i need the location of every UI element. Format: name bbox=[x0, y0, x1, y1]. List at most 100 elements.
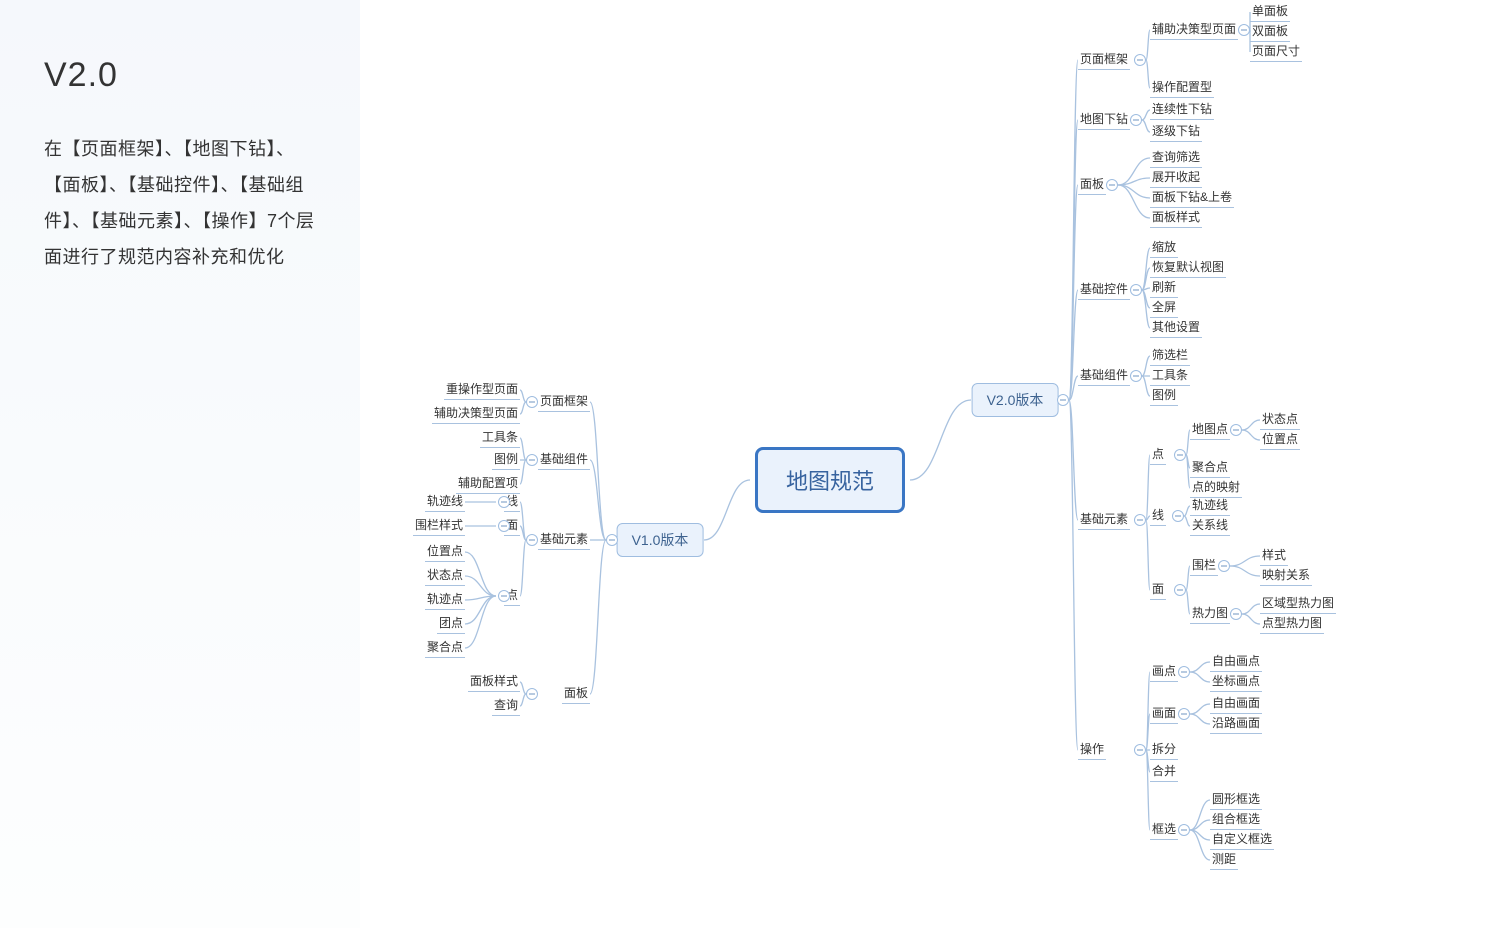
leaf-r_ctrl-0[interactable]: 缩放 bbox=[1150, 238, 1178, 258]
node-r_elem-0-0[interactable]: 地图点 bbox=[1190, 420, 1230, 440]
leaf-l_elem-2-4[interactable]: 聚合点 bbox=[425, 638, 465, 658]
leaf-r_comp-1[interactable]: 工具条 bbox=[1150, 366, 1190, 386]
node-r_ctrl[interactable]: 基础控件 bbox=[1078, 280, 1130, 300]
leaf-r_ctrl-1[interactable]: 恢复默认视图 bbox=[1150, 258, 1226, 278]
node-r_elem-2-1[interactable]: 热力图 bbox=[1190, 604, 1230, 624]
node-r_op-4[interactable]: 框选 bbox=[1150, 820, 1178, 840]
leaf-r_elem-2-1-0[interactable]: 区域型热力图 bbox=[1260, 594, 1336, 614]
node-center[interactable]: 地图规范 bbox=[755, 447, 905, 513]
leaf-r_op-4-0[interactable]: 圆形框选 bbox=[1210, 790, 1262, 810]
leaf-l_elem-2-1[interactable]: 状态点 bbox=[425, 566, 465, 586]
toggle-l_elem-0[interactable] bbox=[498, 496, 510, 508]
node-r_op-0[interactable]: 画点 bbox=[1150, 662, 1178, 682]
leaf-l_elem-2-3[interactable]: 团点 bbox=[437, 614, 465, 634]
leaf-r_op-0-1[interactable]: 坐标画点 bbox=[1210, 672, 1262, 692]
node-r_elem[interactable]: 基础元素 bbox=[1078, 510, 1130, 530]
leaf-l_panel-1[interactable]: 查询 bbox=[492, 696, 520, 716]
node-r_comp[interactable]: 基础组件 bbox=[1078, 366, 1130, 386]
leaf-r_op-4-2[interactable]: 自定义框选 bbox=[1210, 830, 1274, 850]
toggle-l_elem-1[interactable] bbox=[498, 520, 510, 532]
toggle-l_page[interactable] bbox=[526, 396, 538, 408]
leaf-r_panel-0[interactable]: 查询筛选 bbox=[1150, 148, 1202, 168]
toggle-r_op-0[interactable] bbox=[1178, 666, 1190, 678]
node-r_op-1[interactable]: 画面 bbox=[1150, 704, 1178, 724]
leaf-r_op-4-1[interactable]: 组合框选 bbox=[1210, 810, 1262, 830]
leaf-r_page-0-1[interactable]: 双面板 bbox=[1250, 22, 1290, 42]
node-r_op-3[interactable]: 合并 bbox=[1150, 762, 1178, 782]
leaf-r_comp-2[interactable]: 图例 bbox=[1150, 386, 1178, 406]
leaf-r_ctrl-4[interactable]: 其他设置 bbox=[1150, 318, 1202, 338]
node-l_elem[interactable]: 基础元素 bbox=[538, 530, 590, 550]
node-r_op[interactable]: 操作 bbox=[1078, 740, 1106, 760]
toggle-r_drill[interactable] bbox=[1130, 114, 1142, 126]
leaf-r_panel-3[interactable]: 面板样式 bbox=[1150, 208, 1202, 228]
toggle-l_elem[interactable] bbox=[526, 534, 538, 546]
leaf-r_panel-1[interactable]: 展开收起 bbox=[1150, 168, 1202, 188]
leaf-r_elem-0-0-0[interactable]: 状态点 bbox=[1260, 410, 1300, 430]
node-v2[interactable]: V2.0版本 bbox=[972, 383, 1059, 417]
leaf-r_page-0-0[interactable]: 单面板 bbox=[1250, 2, 1290, 22]
node-l_page[interactable]: 页面框架 bbox=[538, 392, 590, 412]
node-r_page-0[interactable]: 辅助决策型页面 bbox=[1150, 20, 1238, 40]
toggle-r_panel[interactable] bbox=[1106, 179, 1118, 191]
toggle-r_op-1[interactable] bbox=[1178, 708, 1190, 720]
leaf-l_comp-0[interactable]: 工具条 bbox=[480, 428, 520, 448]
node-r_elem-1[interactable]: 线 bbox=[1150, 506, 1166, 526]
leaf-l_page-0[interactable]: 重操作型页面 bbox=[444, 380, 520, 400]
leaf-r_elem-2-1-1[interactable]: 点型热力图 bbox=[1260, 614, 1324, 634]
toggle-r_op[interactable] bbox=[1134, 744, 1146, 756]
toggle-r_elem-2[interactable] bbox=[1174, 584, 1186, 596]
toggle-r_ctrl[interactable] bbox=[1130, 284, 1142, 296]
leaf-l_elem-0-0[interactable]: 轨迹线 bbox=[425, 492, 465, 512]
toggle-l_panel[interactable] bbox=[526, 688, 538, 700]
leaf-l_comp-1[interactable]: 图例 bbox=[492, 450, 520, 470]
node-v1[interactable]: V1.0版本 bbox=[617, 523, 704, 557]
node-r_drill[interactable]: 地图下钻 bbox=[1078, 110, 1130, 130]
node-r_panel[interactable]: 面板 bbox=[1078, 175, 1106, 195]
leaf-r_ctrl-3[interactable]: 全屏 bbox=[1150, 298, 1178, 318]
toggle-r_elem-2-1[interactable] bbox=[1230, 608, 1242, 620]
leaf-r_drill-1[interactable]: 逐级下钻 bbox=[1150, 122, 1202, 142]
node-l_comp[interactable]: 基础组件 bbox=[538, 450, 590, 470]
node-r_elem-0-1[interactable]: 聚合点 bbox=[1190, 458, 1230, 478]
leaf-r_page-0-2[interactable]: 页面尺寸 bbox=[1250, 42, 1302, 62]
node-r_page-1[interactable]: 操作配置型 bbox=[1150, 78, 1214, 98]
leaf-r_panel-2[interactable]: 面板下钻&上卷 bbox=[1150, 188, 1234, 208]
node-r_elem-0-2[interactable]: 点的映射 bbox=[1190, 478, 1242, 498]
toggle-r_page-0[interactable] bbox=[1238, 24, 1250, 36]
leaf-r_op-4-3[interactable]: 测距 bbox=[1210, 850, 1238, 870]
leaf-r_op-1-0[interactable]: 自由画面 bbox=[1210, 694, 1262, 714]
toggle-r_op-4[interactable] bbox=[1178, 824, 1190, 836]
toggle-r_elem[interactable] bbox=[1134, 514, 1146, 526]
leaf-l_page-1[interactable]: 辅助决策型页面 bbox=[432, 404, 520, 424]
toggle-r_elem-1[interactable] bbox=[1172, 510, 1184, 522]
toggle-v2[interactable] bbox=[1057, 394, 1069, 406]
toggle-v1[interactable] bbox=[606, 534, 618, 546]
leaf-r_elem-2-0-1[interactable]: 映射关系 bbox=[1260, 566, 1312, 586]
leaf-r_ctrl-2[interactable]: 刷新 bbox=[1150, 278, 1178, 298]
mindmap-canvas[interactable]: 地图规范V1.0版本V2.0版本页面框架重操作型页面辅助决策型页面基础组件工具条… bbox=[360, 0, 1500, 928]
leaf-l_elem-2-0[interactable]: 位置点 bbox=[425, 542, 465, 562]
leaf-r_comp-0[interactable]: 筛选栏 bbox=[1150, 346, 1190, 366]
leaf-r_op-0-0[interactable]: 自由画点 bbox=[1210, 652, 1262, 672]
leaf-l_comp-2[interactable]: 辅助配置项 bbox=[456, 474, 520, 494]
leaf-r_elem-2-0-0[interactable]: 样式 bbox=[1260, 546, 1288, 566]
leaf-r_elem-1-1[interactable]: 关系线 bbox=[1190, 516, 1230, 536]
leaf-r_drill-0[interactable]: 连续性下钻 bbox=[1150, 100, 1214, 120]
toggle-r_elem-2-0[interactable] bbox=[1218, 560, 1230, 572]
toggle-r_elem-0[interactable] bbox=[1174, 449, 1186, 461]
leaf-r_op-1-1[interactable]: 沿路画面 bbox=[1210, 714, 1262, 734]
leaf-r_elem-0-0-1[interactable]: 位置点 bbox=[1260, 430, 1300, 450]
toggle-r_page[interactable] bbox=[1134, 54, 1146, 66]
node-r_elem-0[interactable]: 点 bbox=[1150, 445, 1166, 465]
leaf-l_elem-1-0[interactable]: 围栏样式 bbox=[413, 516, 465, 536]
node-r_elem-2-0[interactable]: 围栏 bbox=[1190, 556, 1218, 576]
leaf-l_panel-0[interactable]: 面板样式 bbox=[468, 672, 520, 692]
node-l_panel[interactable]: 面板 bbox=[562, 684, 590, 704]
node-r_page[interactable]: 页面框架 bbox=[1078, 50, 1130, 70]
node-r_elem-2[interactable]: 面 bbox=[1150, 580, 1166, 600]
leaf-l_elem-2-2[interactable]: 轨迹点 bbox=[425, 590, 465, 610]
toggle-r_comp[interactable] bbox=[1130, 370, 1142, 382]
toggle-l_elem-2[interactable] bbox=[498, 590, 510, 602]
toggle-r_elem-0-0[interactable] bbox=[1230, 424, 1242, 436]
